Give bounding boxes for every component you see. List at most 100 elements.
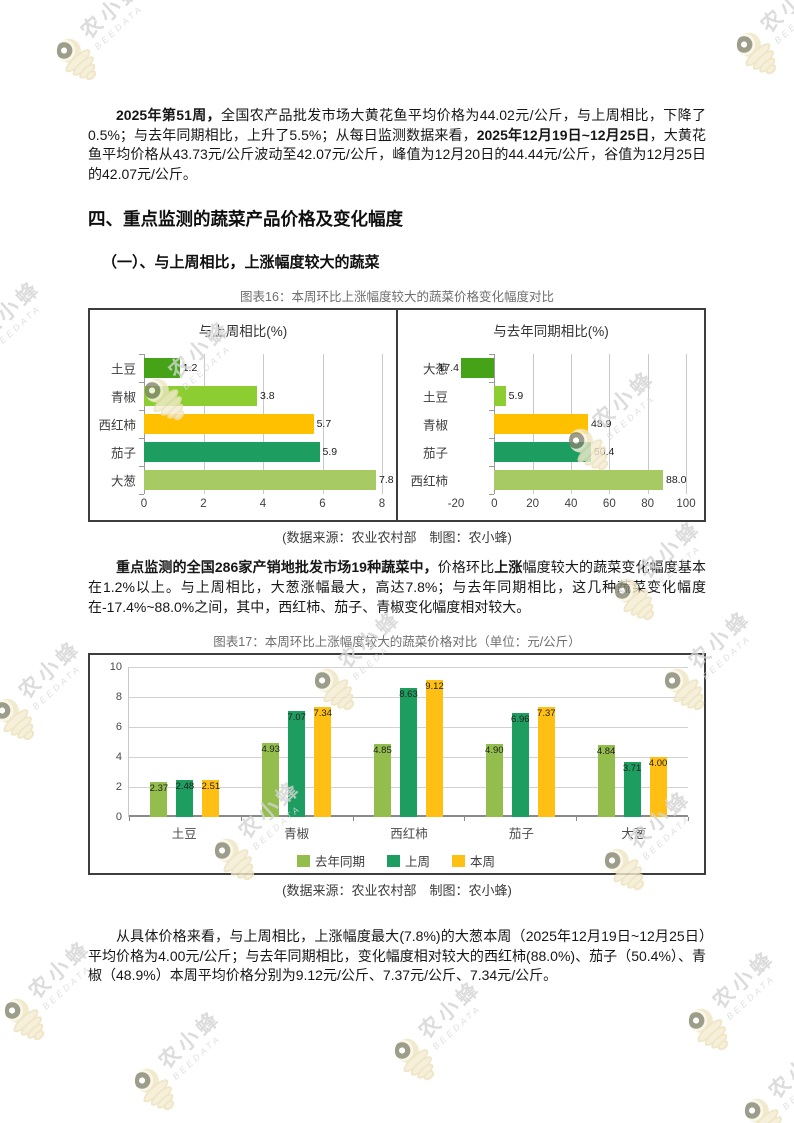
category-label: 大葱 — [621, 827, 647, 842]
panel-plot: -20 0 20 40 60 80 100 大葱 -17.4 土豆 5.9 青椒 48.9 茄子 50.4 西… — [410, 354, 696, 510]
watermark-subbrand-text: BEEDATA — [430, 1002, 484, 1052]
paragraph-veg-change-analysis: 重点监测的全国286家产销地批发市场19种蔬菜中，价格环比上涨幅度较大的蔬菜变化… — [88, 559, 707, 615]
bar-value-label: 2.48 — [175, 780, 195, 792]
subsection-heading: （一）、与上周相比，上涨幅度较大的蔬菜 — [102, 254, 380, 272]
bar-value-label: 3.71 — [622, 762, 642, 774]
axis-tick — [139, 494, 144, 496]
bar-group: 4.85 8.63 9.12 — [353, 667, 465, 818]
x-tick-label: 20 — [526, 498, 540, 511]
legend-item: 本周 — [452, 851, 495, 870]
axis-tick — [139, 354, 144, 356]
paragraph-fish-price-summary: 2025年第51周，全国农产品批发市场大黄花鱼平均价格为44.02元/公斤，与上… — [88, 107, 707, 182]
bar: 4.85 — [373, 744, 392, 818]
bar-value-label: 6.96 — [511, 713, 530, 725]
figure-17: 图表17：本周环比上涨幅度较大的蔬菜价格对比（单位：元/公斤） 0 2 4 6 8 10 2… — [88, 631, 706, 899]
category-label: 西红柿 — [98, 418, 136, 433]
figure-16-chart: 与上周相比(%) 0 2 4 6 8 土豆 1.2 青椒 3.8 西红柿 5.7 茄子 5.9 大葱 7.8… — [88, 308, 706, 523]
bar — [144, 358, 180, 379]
x-tick-label: -20 — [447, 498, 465, 511]
section-heading: 四、重点监测的蔬菜产品价格及变化幅度 — [88, 209, 403, 230]
watermark-brand-text: 农小蜂 — [414, 976, 486, 1044]
bar: 7.37 — [537, 706, 556, 818]
chart-legend: 去年同期 上周 本周 — [102, 851, 690, 870]
y-tick-label: 6 — [115, 721, 122, 734]
bar-value-label: 5.9 — [322, 446, 338, 459]
legend-swatch — [386, 854, 400, 867]
figure-16-source-note: (数据来源：农业农村部 制图：农小蜂) — [282, 530, 512, 546]
bar — [494, 442, 591, 463]
y-tick-label: 8 — [115, 691, 122, 704]
bar — [144, 442, 320, 463]
axis-tick — [139, 438, 144, 440]
category-label: 茄子 — [110, 446, 136, 461]
gridline — [129, 667, 688, 669]
watermark-subbrand-text: BEEDATA — [780, 1062, 794, 1112]
bar: 2.51 — [201, 779, 221, 818]
bee-logo-icon — [679, 999, 740, 1061]
bar: 8.63 — [399, 687, 418, 818]
figure-17-title: 图表17：本周环比上涨幅度较大的蔬菜价格对比（单位：元/公斤） — [213, 635, 581, 650]
bar — [494, 414, 589, 435]
bar-value-label: 4.90 — [485, 744, 504, 756]
x-tick-label: 2 — [200, 498, 207, 511]
bar — [144, 414, 314, 435]
gridline — [609, 354, 611, 495]
category-label: 土豆 — [110, 362, 136, 377]
bar-value-label: 48.9 — [591, 418, 612, 431]
bar-value-label: 9.12 — [425, 681, 444, 693]
bar-value-label: 4.00 — [648, 758, 668, 770]
bee-logo-icon — [125, 1059, 186, 1121]
x-tick-label: 100 — [676, 498, 696, 511]
panel-plot: 0 2 4 6 8 土豆 1.2 青椒 3.8 西红柿 5.7 茄子 5.9 大葱 7.8 — [98, 354, 394, 510]
gridline — [647, 354, 649, 495]
bar: 2.48 — [175, 779, 195, 818]
axis-tick — [139, 382, 144, 384]
bar: 6.96 — [511, 712, 530, 818]
category-label: 土豆 — [422, 390, 448, 405]
bee-logo-icon — [385, 1029, 446, 1091]
x-tick-label: 0 — [491, 498, 498, 511]
yoy-change-panel: 与去年同期相比(%) -20 0 20 40 60 80 100 大葱 -17.4 土豆 5.9 青椒… — [396, 310, 704, 521]
category-label: 西红柿 — [390, 827, 428, 842]
bar-value-label: 50.4 — [593, 446, 615, 459]
bar-group: 2.37 2.48 2.51 — [129, 667, 241, 818]
bar: 4.90 — [485, 743, 504, 818]
axis-tick — [240, 817, 242, 822]
x-tick-label: 6 — [319, 498, 326, 511]
watermark: 农小蜂 BEEDATA — [378, 976, 558, 1118]
bar-groups: 2.37 2.48 2.51 4.93 7.07 7.34 4.85 8.63 9.12 4.90… — [129, 667, 688, 818]
axis-tick — [129, 817, 130, 822]
x-tick-label: 80 — [641, 498, 655, 511]
bar-value-label: 7.8 — [379, 474, 394, 487]
watermark-subbrand-text: BEEDATA — [170, 1032, 224, 1082]
axis-tick — [688, 817, 689, 822]
bar-value-label: 2.51 — [201, 780, 221, 792]
bar-value-label: 5.9 — [508, 390, 524, 403]
category-label: 大葱 — [110, 474, 136, 489]
x-tick-label: 4 — [259, 498, 267, 511]
bee-logo-icon — [735, 1089, 794, 1123]
figure-16-title: 图表16：本周环比上涨幅度较大的蔬菜价格变化幅度对比 — [240, 290, 554, 305]
bar-group: 4.90 6.96 7.37 — [464, 667, 576, 818]
panel-title: 与去年同期相比(%) — [493, 324, 609, 340]
legend-item: 去年同期 — [296, 851, 365, 870]
panel-title: 与上周相比(%) — [198, 324, 288, 340]
axis-tick — [352, 817, 354, 822]
paragraph-price-detail: 从具体价格来看，与上周相比，上涨幅度最大(7.8%)的大葱本周（2025年12月… — [88, 928, 706, 984]
bar-value-label: 4.93 — [261, 744, 280, 756]
legend-swatch — [452, 854, 465, 867]
category-label: 青椒 — [422, 418, 448, 433]
gridline — [322, 354, 324, 495]
axis-tick — [489, 494, 495, 496]
watermark: 农小蜂 BEEDATA — [728, 1036, 794, 1123]
bar-value-label: 8.63 — [399, 688, 418, 700]
bar — [144, 386, 258, 407]
bar-value-label: 5.7 — [316, 418, 332, 431]
bar-value-label: 1.2 — [182, 362, 198, 375]
axis-tick — [489, 466, 495, 468]
figure-17-source-note: (数据来源：农业农村部 制图：农小蜂) — [282, 883, 512, 899]
page-content: 2025年第51周，全国农产品批发市场大黄花鱼平均价格为44.02元/公斤，与上… — [88, 107, 707, 984]
gridline — [686, 354, 687, 495]
legend-label: 上周 — [404, 855, 430, 870]
y-tick-label: 10 — [109, 661, 122, 674]
